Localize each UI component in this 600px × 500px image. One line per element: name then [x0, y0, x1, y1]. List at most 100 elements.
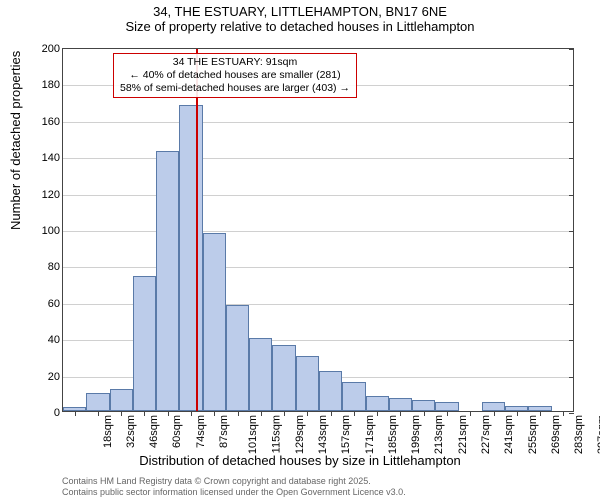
marker-line: [196, 49, 198, 411]
histogram-bar: [249, 338, 272, 411]
chart-container: 34, THE ESTUARY, LITTLEHAMPTON, BN17 6NE…: [0, 0, 600, 500]
y-tick-label: 140: [42, 152, 60, 164]
gridline: [63, 231, 573, 232]
x-tick-label: 255sqm: [527, 415, 539, 454]
histogram-bar: [179, 105, 202, 411]
x-tick-label: 115sqm: [270, 415, 282, 453]
histogram-bar: [133, 276, 156, 411]
histogram-bar: [86, 393, 109, 411]
y-tick-mark: [569, 267, 574, 268]
y-tick-mark: [569, 158, 574, 159]
histogram-bar: [412, 400, 435, 411]
y-tick-mark: [569, 304, 574, 305]
x-tick-mark: [494, 411, 495, 416]
x-tick-label: 185sqm: [387, 415, 399, 454]
x-tick-label: 143sqm: [317, 415, 329, 454]
y-tick-mark: [569, 85, 574, 86]
histogram-bar: [435, 402, 458, 411]
x-tick-label: 46sqm: [148, 415, 160, 448]
x-tick-mark: [121, 411, 122, 416]
annotation-line-3: 58% of semi-detached houses are larger (…: [120, 82, 350, 95]
histogram-bar: [156, 151, 179, 411]
footer-line-2: Contains public sector information licen…: [62, 487, 406, 498]
title-line-1: 34, THE ESTUARY, LITTLEHAMPTON, BN17 6NE: [0, 4, 600, 19]
x-tick-label: 241sqm: [503, 415, 515, 454]
x-tick-label: 101sqm: [247, 415, 259, 454]
y-tick-label: 180: [42, 79, 60, 91]
histogram-bar: [366, 396, 389, 411]
x-tick-label: 74sqm: [195, 415, 207, 448]
x-tick-mark: [377, 411, 378, 416]
y-tick-label: 80: [48, 261, 60, 273]
footer-line-1: Contains HM Land Registry data © Crown c…: [62, 476, 406, 487]
x-tick-label: 171sqm: [364, 415, 376, 454]
x-tick-mark: [144, 411, 145, 416]
x-tick-label: 87sqm: [218, 415, 230, 448]
x-tick-label: 129sqm: [294, 415, 306, 454]
plot-area: 02040608010012014016018020018sqm32sqm46s…: [62, 48, 574, 412]
annotation-box: 34 THE ESTUARY: 91sqm ← 40% of detached …: [113, 53, 357, 98]
x-tick-mark: [261, 411, 262, 416]
x-tick-mark: [563, 411, 564, 416]
x-tick-label: 227sqm: [480, 415, 492, 454]
gridline: [63, 195, 573, 196]
x-tick-mark: [75, 411, 76, 416]
gridline: [63, 267, 573, 268]
title-block: 34, THE ESTUARY, LITTLEHAMPTON, BN17 6NE…: [0, 0, 600, 34]
y-tick-label: 40: [48, 334, 60, 346]
y-tick-label: 120: [42, 189, 60, 201]
y-tick-label: 160: [42, 116, 60, 128]
y-tick-mark: [569, 195, 574, 196]
histogram-bar: [110, 389, 133, 411]
x-tick-label: 283sqm: [573, 415, 585, 454]
x-tick-mark: [447, 411, 448, 416]
y-tick-label: 200: [42, 43, 60, 55]
x-tick-label: 157sqm: [341, 415, 353, 454]
histogram-bar: [272, 345, 295, 411]
title-line-2: Size of property relative to detached ho…: [0, 19, 600, 34]
x-tick-label: 60sqm: [171, 415, 183, 448]
histogram-bar: [389, 398, 412, 411]
x-tick-label: 213sqm: [434, 415, 446, 454]
y-tick-mark: [569, 377, 574, 378]
x-tick-mark: [214, 411, 215, 416]
y-tick-label: 20: [48, 371, 60, 383]
x-tick-mark: [238, 411, 239, 416]
x-tick-mark: [191, 411, 192, 416]
x-tick-label: 32sqm: [125, 415, 137, 448]
y-tick-label: 0: [54, 407, 60, 419]
x-tick-mark: [307, 411, 308, 416]
x-tick-label: 199sqm: [410, 415, 422, 454]
y-tick-mark: [569, 122, 574, 123]
x-tick-mark: [540, 411, 541, 416]
x-tick-mark: [354, 411, 355, 416]
x-tick-label: 297sqm: [597, 415, 600, 454]
x-tick-mark: [517, 411, 518, 416]
annotation-line-1: 34 THE ESTUARY: 91sqm: [120, 56, 350, 69]
x-tick-label: 18sqm: [102, 415, 114, 448]
y-axis-label: Number of detached properties: [8, 51, 23, 230]
y-tick-mark: [569, 340, 574, 341]
histogram-bar: [203, 233, 226, 411]
y-tick-label: 60: [48, 298, 60, 310]
y-tick-mark: [569, 49, 574, 50]
histogram-bar: [342, 382, 365, 411]
x-tick-mark: [331, 411, 332, 416]
x-tick-label: 269sqm: [550, 415, 562, 454]
y-tick-mark: [569, 231, 574, 232]
x-tick-label: 221sqm: [457, 415, 469, 454]
y-tick-label: 100: [42, 225, 60, 237]
gridline: [63, 122, 573, 123]
histogram-bar: [296, 356, 319, 411]
histogram-bar: [226, 305, 249, 411]
x-tick-mark: [400, 411, 401, 416]
x-tick-mark: [284, 411, 285, 416]
histogram-bar: [482, 402, 505, 411]
y-tick-mark: [569, 413, 574, 414]
footer-attribution: Contains HM Land Registry data © Crown c…: [62, 476, 406, 498]
x-tick-mark: [424, 411, 425, 416]
x-tick-mark: [168, 411, 169, 416]
annotation-line-2: ← 40% of detached houses are smaller (28…: [120, 69, 350, 82]
gridline: [63, 158, 573, 159]
histogram-bar: [319, 371, 342, 411]
